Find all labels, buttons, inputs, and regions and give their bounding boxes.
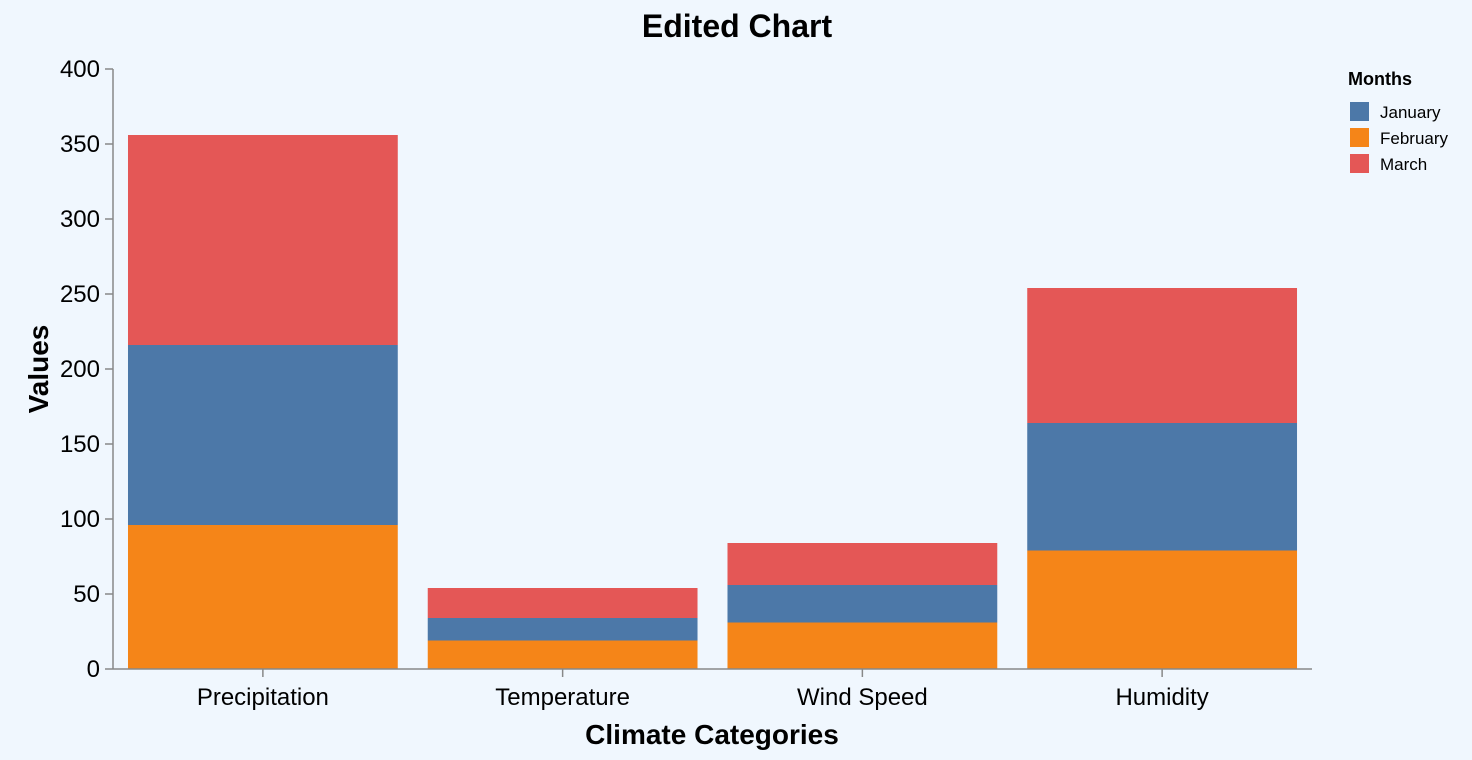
bar-temperature-march — [427, 588, 698, 618]
bar-wind-speed-january — [727, 585, 998, 623]
legend-label-january: January — [1380, 103, 1441, 122]
x-tick-label: Humidity — [1115, 684, 1208, 711]
x-tick-label: Wind Speed — [797, 684, 928, 711]
bar-precipitation-february — [127, 525, 398, 669]
x-axis: Precipitation Temperature Wind Speed Humidi… — [113, 668, 1312, 711]
bar-precipitation-january — [127, 345, 398, 525]
y-axis-title: Values — [23, 325, 54, 414]
bar-temperature-january — [427, 618, 698, 641]
x-tick-label: Precipitation — [197, 684, 329, 711]
x-tick-label: Temperature — [495, 684, 630, 711]
bar-humidity-march — [1027, 288, 1298, 423]
y-tick-label: 50 — [73, 581, 100, 608]
legend-swatch-march — [1350, 154, 1369, 173]
y-tick-label: 150 — [60, 431, 100, 458]
legend-swatch-february — [1350, 128, 1369, 147]
x-axis-title: Climate Categories — [585, 719, 839, 750]
legend-items: January February March — [1350, 102, 1449, 174]
y-tick-label: 100 — [60, 506, 100, 533]
bar-precipitation-march — [127, 135, 398, 345]
legend-swatch-january — [1350, 102, 1369, 121]
y-tick-label: 250 — [60, 281, 100, 308]
bars-layer — [127, 135, 1298, 669]
y-tick-label: 350 — [60, 131, 100, 158]
y-tick-label: 200 — [60, 356, 100, 383]
bar-temperature-february — [427, 640, 698, 669]
bar-humidity-january — [1027, 423, 1298, 551]
y-tick-label: 0 — [87, 656, 100, 683]
y-tick-label: 400 — [60, 56, 100, 83]
legend-label-february: February — [1380, 129, 1449, 148]
legend-title: Months — [1348, 69, 1412, 89]
bar-wind-speed-march — [727, 543, 998, 585]
bar-wind-speed-february — [727, 622, 998, 669]
legend-label-march: March — [1380, 155, 1427, 174]
legend: Months January February March — [1348, 69, 1449, 174]
bar-humidity-february — [1027, 550, 1298, 669]
y-axis: 0 50 100 150 200 250 300 350 400 — [60, 56, 114, 683]
y-tick-label: 300 — [60, 206, 100, 233]
chart-title: Edited Chart — [642, 8, 833, 44]
